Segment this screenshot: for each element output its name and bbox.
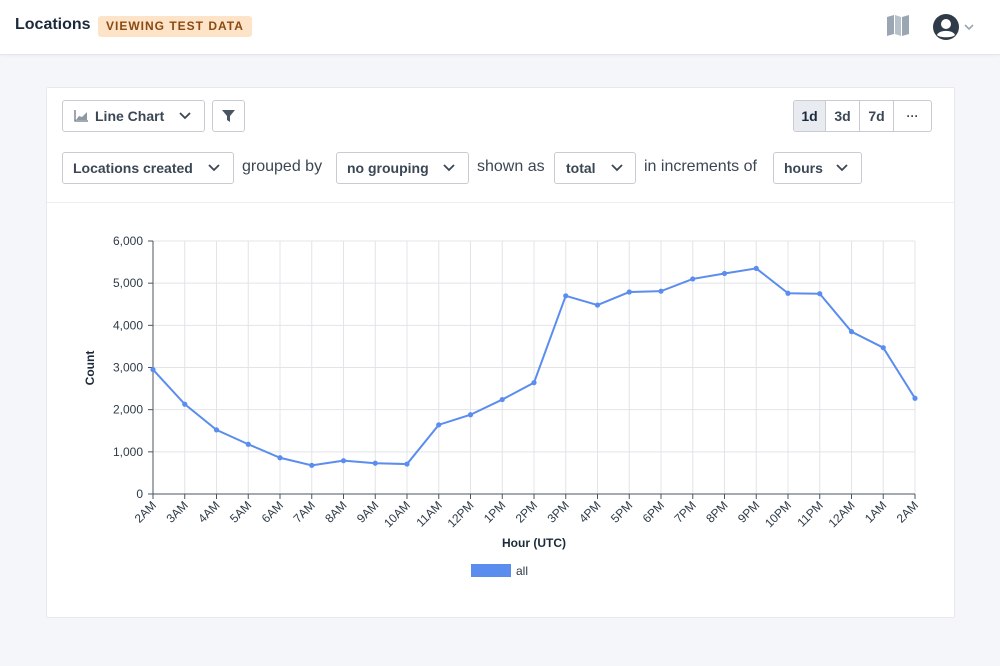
chevron-down-icon [208,164,220,172]
metric-select-value: Locations created [73,160,193,176]
chart-card: Line Chart 1d 3d 7d ··· Locations create… [46,87,955,618]
range-1d-button[interactable]: 1d [794,101,826,131]
user-menu[interactable] [932,13,978,41]
test-data-badge: VIEWING TEST DATA [98,16,252,37]
chevron-down-icon [611,164,623,172]
chevron-down-icon [836,164,848,172]
funnel-icon [222,110,235,122]
more-options-button[interactable]: ··· [906,109,919,123]
chart-type-label: Line Chart [95,108,165,124]
grouping-select[interactable]: no grouping [336,152,469,184]
chevron-down-icon [443,164,455,172]
grouped-by-text: grouped by [242,158,323,175]
increment-select-value: hours [784,160,823,176]
chevron-down-icon [179,112,191,120]
aggregation-select[interactable]: total [554,152,636,184]
book-icon[interactable] [886,15,910,37]
line-chart-icon [74,110,88,122]
page-title: Locations [15,16,91,33]
range-3d-button[interactable]: 3d [826,101,860,131]
divider [47,202,954,203]
grouping-select-value: no grouping [347,160,429,176]
top-bar: Locations VIEWING TEST DATA [0,0,1000,55]
shown-as-text: shown as [477,158,545,175]
aggregation-select-value: total [566,160,596,176]
user-avatar-icon [933,14,959,40]
filter-button[interactable] [212,100,245,132]
increments-text: in increments of [644,158,757,175]
chart-type-dropdown[interactable]: Line Chart [62,100,205,132]
range-7d-button[interactable]: 7d [860,101,894,131]
chevron-down-icon [964,24,974,31]
time-range-selector: 1d 3d 7d ··· [793,100,932,132]
metric-select[interactable]: Locations created [62,152,234,184]
increment-select[interactable]: hours [773,152,862,184]
